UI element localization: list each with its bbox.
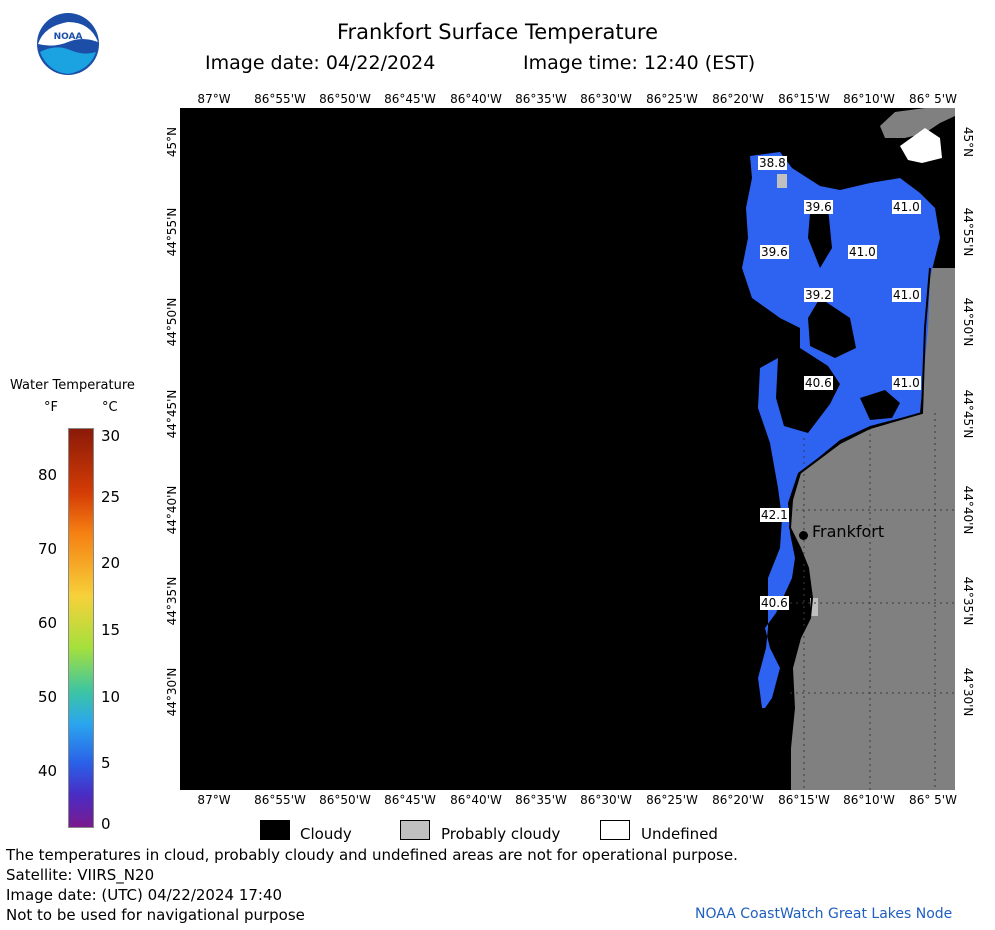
- coastline: [788, 267, 931, 790]
- cloud-hole: [808, 298, 856, 358]
- temp-label: 39.6: [804, 200, 833, 214]
- temp-label: 41.0: [892, 376, 921, 390]
- undefined-area: [900, 128, 942, 163]
- f-tick: 80: [38, 466, 58, 484]
- c-tick: 20: [101, 554, 121, 572]
- lat-tick: 44°50'N: [165, 297, 179, 347]
- lat-tick: 44°30'N: [961, 667, 975, 717]
- lon-tick: 86°15'W: [778, 793, 830, 807]
- legend-unit-c: °C: [102, 400, 118, 415]
- page-title: Frankfort Surface Temperature: [336, 20, 658, 44]
- lon-tick: 86° 5'W: [909, 793, 957, 807]
- lat-tick: 44°50'N: [961, 297, 975, 347]
- legend-key-label: Probably cloudy: [441, 825, 561, 843]
- disclaimer-text: The temperatures in cloud, probably clou…: [6, 846, 738, 864]
- temp-label: 41.0: [848, 245, 877, 259]
- lon-tick: 87°W: [197, 92, 231, 106]
- c-tick: 30: [101, 427, 121, 445]
- c-tick: 5: [101, 754, 111, 772]
- lat-tick: 44°55'N: [165, 207, 179, 257]
- legend-key-cloudy: [260, 820, 290, 840]
- lat-tick: 45°N: [165, 126, 179, 158]
- lon-tick: 86°20'W: [712, 92, 764, 106]
- temp-label: 39.2: [804, 288, 833, 302]
- lat-tick: 44°45'N: [165, 389, 179, 439]
- satellite-text: Satellite: VIIRS_N20: [6, 866, 155, 884]
- lat-tick: 44°40'N: [961, 485, 975, 535]
- legend-key-label: Cloudy: [300, 825, 352, 843]
- lon-tick: 86°40'W: [450, 793, 502, 807]
- lon-tick: 86°30'W: [580, 793, 632, 807]
- noaa-logo: NOAA: [36, 12, 100, 76]
- color-scale-bar: [68, 428, 94, 828]
- c-tick: 10: [101, 688, 121, 706]
- legend-key-undefined: [600, 820, 630, 840]
- lon-tick: 86°10'W: [843, 92, 895, 106]
- temp-label: 41.0: [892, 200, 921, 214]
- image-date: Image date: 04/22/2024: [205, 52, 436, 74]
- lon-tick: 86°40'W: [450, 92, 502, 106]
- f-tick: 50: [38, 688, 58, 706]
- lon-tick: 86° 5'W: [909, 92, 957, 106]
- lat-tick: 44°30'N: [165, 667, 179, 717]
- lat-tick: 45°N: [961, 126, 975, 158]
- logo-text: NOAA: [54, 32, 83, 42]
- legend-key-probably-cloudy: [400, 820, 430, 840]
- map-canvas: [742, 108, 955, 790]
- lon-tick: 86°15'W: [778, 92, 830, 106]
- utc-date-text: Image date: (UTC) 04/22/2024 17:40: [6, 886, 283, 904]
- lon-tick: 86°50'W: [319, 92, 371, 106]
- lat-tick: 44°40'N: [165, 485, 179, 535]
- f-tick: 40: [38, 762, 58, 780]
- temp-label: 39.6: [760, 245, 789, 259]
- c-tick: 25: [101, 488, 121, 506]
- lon-tick: 86°10'W: [843, 793, 895, 807]
- lon-tick: 86°35'W: [515, 92, 567, 106]
- noaa-logo-icon: NOAA: [37, 13, 99, 75]
- temp-label: 42.1: [760, 508, 789, 522]
- image-time: Image time: 12:40 (EST): [523, 52, 756, 74]
- temp-label: 40.6: [760, 596, 789, 610]
- credit-link[interactable]: NOAA CoastWatch Great Lakes Node: [695, 906, 953, 922]
- lat-tick: 44°45'N: [961, 389, 975, 439]
- temp-label: 40.6: [804, 376, 833, 390]
- cloud-hole: [860, 390, 900, 420]
- temp-label: 38.8: [758, 156, 787, 170]
- lon-tick: 86°55'W: [254, 793, 306, 807]
- probably-cloudy-area: [810, 598, 818, 616]
- lon-tick: 86°45'W: [384, 793, 436, 807]
- legend-title: Water Temperature: [10, 378, 135, 393]
- cloud-hole: [808, 208, 832, 268]
- lon-tick: 86°20'W: [712, 793, 764, 807]
- legend-unit-f: °F: [44, 400, 58, 415]
- temperature-map: 38.8 39.6 41.0 39.6 41.0 39.2 41.0 40.6 …: [180, 108, 955, 790]
- navigation-note: Not to be used for navigational purpose: [6, 906, 305, 924]
- f-tick: 60: [38, 614, 58, 632]
- land-area: [790, 268, 955, 790]
- lon-tick: 86°45'W: [384, 92, 436, 106]
- city-marker-icon: [799, 531, 808, 540]
- lon-tick: 86°50'W: [319, 793, 371, 807]
- legend-key-label: Undefined: [641, 825, 718, 843]
- lon-tick: 86°35'W: [515, 793, 567, 807]
- lon-tick: 86°25'W: [646, 92, 698, 106]
- lat-tick: 44°35'N: [961, 576, 975, 626]
- lat-tick: 44°35'N: [165, 576, 179, 626]
- lat-tick: 44°55'N: [961, 207, 975, 257]
- lon-tick: 87°W: [197, 793, 231, 807]
- c-tick: 15: [101, 621, 121, 639]
- grid-lines: [790, 413, 955, 790]
- c-tick: 0: [101, 815, 111, 833]
- lon-tick: 86°25'W: [646, 793, 698, 807]
- probably-cloudy-area: [777, 174, 787, 188]
- lon-tick: 86°30'W: [580, 92, 632, 106]
- city-label: Frankfort: [812, 522, 885, 541]
- f-tick: 70: [38, 540, 58, 558]
- water-area: [742, 152, 940, 708]
- land-area: [880, 108, 955, 138]
- lon-tick: 86°55'W: [254, 92, 306, 106]
- temp-label: 41.0: [892, 288, 921, 302]
